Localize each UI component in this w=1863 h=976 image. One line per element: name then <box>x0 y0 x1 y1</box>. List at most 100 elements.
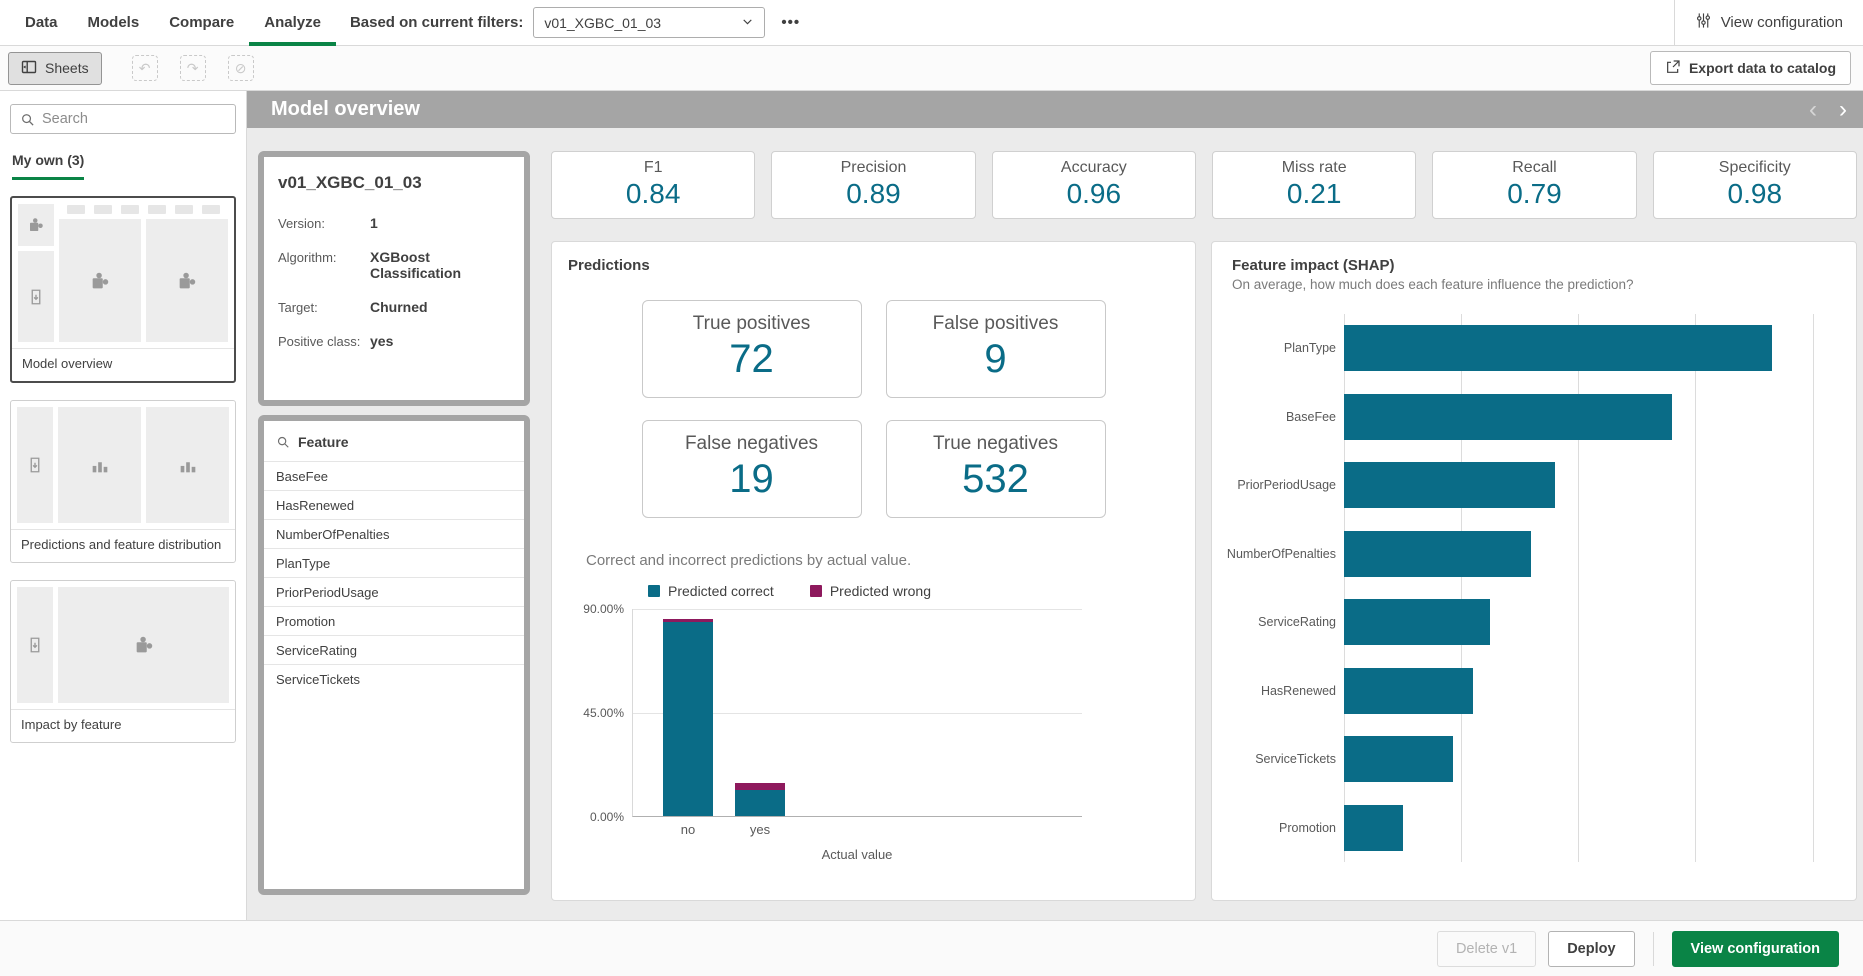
sheet-title: Model overview <box>271 98 420 120</box>
legend-label: Predicted correct <box>668 583 774 599</box>
metric-value: 72 <box>729 337 774 381</box>
y-tick-label: 0.00% <box>589 810 624 824</box>
legend-item[interactable]: Predicted correct <box>648 583 774 599</box>
kpi-label: Miss rate <box>1281 159 1347 176</box>
sheet-thumbnail <box>12 198 234 348</box>
legend-item[interactable]: Predicted wrong <box>809 583 931 599</box>
model-info-value: XGBoost Classification <box>370 249 462 281</box>
legend-swatch <box>809 585 822 597</box>
kpi-label: Precision <box>840 159 907 176</box>
sheet-search-input[interactable] <box>42 111 235 127</box>
bar-segment[interactable] <box>663 622 713 816</box>
model-version-select[interactable]: v01_XGBC_01_03 <box>533 7 766 38</box>
puzzle-icon <box>30 218 43 231</box>
shap-bar[interactable] <box>1344 804 1403 851</box>
previous-sheet-icon: ‹ <box>1809 95 1817 123</box>
sheet-card-label: Impact by feature <box>11 708 235 742</box>
sheet-search[interactable] <box>10 104 236 134</box>
kpi-value: 0.79 <box>1507 178 1562 209</box>
model-version-select-value: v01_XGBC_01_03 <box>544 14 662 31</box>
pred-plot: no yes <box>632 609 1082 837</box>
y-tick-label: 45.00% <box>583 706 624 720</box>
next-sheet-icon[interactable]: › <box>1839 95 1847 123</box>
step-back-icon: ↶ <box>131 55 158 81</box>
x-tick-label: no <box>680 822 696 837</box>
sheet-card-impact-by-feature[interactable]: Impact by feature <box>10 579 236 743</box>
tab-compare[interactable]: Compare <box>169 13 235 31</box>
model-info-row: Positive class: yes <box>278 333 510 349</box>
view-configuration-top-button[interactable]: View configuration <box>1673 0 1863 46</box>
footer-divider <box>1652 931 1654 966</box>
tab-models[interactable]: Models <box>87 13 140 31</box>
shap-bar[interactable] <box>1344 667 1473 714</box>
puzzle-icon <box>92 272 109 288</box>
model-info-value: 1 <box>370 215 378 231</box>
delete-version-button: Delete v1 <box>1436 930 1537 967</box>
kpi-f1: F1 0.84 <box>551 151 756 219</box>
sheet-card-predictions-distribution[interactable]: Predictions and feature distribution <box>10 399 236 563</box>
feature-item[interactable]: ServiceTickets <box>264 664 524 693</box>
shap-bar[interactable] <box>1344 599 1491 646</box>
feature-impact-panel: Feature impact (SHAP) On average, how mu… <box>1211 241 1857 901</box>
search-icon <box>277 436 289 448</box>
shap-bar[interactable] <box>1344 462 1555 509</box>
model-info-row: Algorithm: XGBoost Classification <box>278 249 510 281</box>
feature-item[interactable]: HasRenewed <box>264 490 524 519</box>
top-nav-bar: Data Models Compare Analyze Based on cur… <box>0 0 1863 46</box>
tab-data[interactable]: Data <box>25 13 58 31</box>
sheets-button[interactable]: Sheets <box>8 51 102 85</box>
feature-item[interactable]: BaseFee <box>264 461 524 490</box>
bar-segment[interactable] <box>663 619 713 623</box>
deploy-button[interactable]: Deploy <box>1548 930 1635 967</box>
bar-segment[interactable] <box>735 782 785 790</box>
predictions-chart: 90.00% 45.00% 0.00% no yes <box>568 602 1179 837</box>
feature-item[interactable]: NumberOfPenalties <box>264 519 524 548</box>
export-data-to-catalog-button[interactable]: Export data to catalog <box>1649 51 1851 85</box>
gridline <box>633 609 1082 610</box>
feature-item[interactable]: PriorPeriodUsage <box>264 577 524 606</box>
bar-segment[interactable] <box>735 789 785 816</box>
my-own-tab[interactable]: My own (3) <box>12 152 85 180</box>
bar-chart-icon <box>180 462 195 473</box>
more-options-button[interactable]: ••• <box>781 14 801 31</box>
predictions-legend: Predicted correct Predicted wrong <box>648 583 1179 599</box>
feature-listbox-header[interactable]: Feature <box>264 421 524 461</box>
stacked-column[interactable] <box>663 609 713 816</box>
model-info-row: Target: Churned <box>278 299 510 315</box>
feature-item[interactable]: ServiceRating <box>264 635 524 664</box>
stacked-column[interactable] <box>735 609 785 816</box>
bar-chart-icon <box>92 462 107 473</box>
export-icon <box>1665 59 1681 78</box>
feature-item[interactable]: Promotion <box>264 606 524 635</box>
shap-bar[interactable] <box>1344 736 1453 783</box>
shap-labels: PlanType BaseFee PriorPeriodUsage NumberOfP… <box>1227 314 1344 862</box>
shap-plot <box>1344 314 1836 862</box>
shap-category-label: PriorPeriodUsage <box>1237 478 1336 493</box>
sheet-card-model-overview[interactable]: Model overview <box>10 196 236 383</box>
gridline <box>1812 314 1814 862</box>
kpi-value: 0.98 <box>1727 178 1783 209</box>
sheet-toolbar: Sheets ↶ ↷ ⊘ Export data to catalog <box>0 46 1863 91</box>
model-info-value: yes <box>370 333 394 349</box>
kpi-label: Recall <box>1512 159 1557 176</box>
kpi-precision: Precision 0.89 <box>771 151 976 219</box>
sheet-list: Model overview Predictions and feature <box>0 180 246 743</box>
puzzle-icon <box>136 636 152 653</box>
shap-bar[interactable] <box>1344 530 1532 577</box>
kpi-row: F1 0.84 Precision 0.89 Accuracy 0.96 Mis… <box>551 151 1857 219</box>
sheet-title-bar: Model overview ‹ › <box>247 91 1863 128</box>
export-sheet-icon <box>31 289 41 304</box>
step-forward-icon: ↷ <box>179 55 206 81</box>
tab-analyze[interactable]: Analyze <box>249 0 336 46</box>
shap-bar[interactable] <box>1344 325 1772 372</box>
shap-bar-row <box>1344 451 1836 520</box>
export-sheet-icon <box>30 457 40 473</box>
predictions-title: Predictions <box>568 257 650 274</box>
shap-bar[interactable] <box>1344 393 1672 440</box>
metric-label: False negatives <box>684 433 819 454</box>
filter-label: Based on current filters: <box>349 14 524 31</box>
feature-item[interactable]: PlanType <box>264 548 524 577</box>
kpi-recall: Recall 0.79 <box>1432 151 1637 219</box>
view-configuration-button[interactable]: View configuration <box>1671 930 1839 967</box>
kpi-label: F1 <box>643 159 663 176</box>
